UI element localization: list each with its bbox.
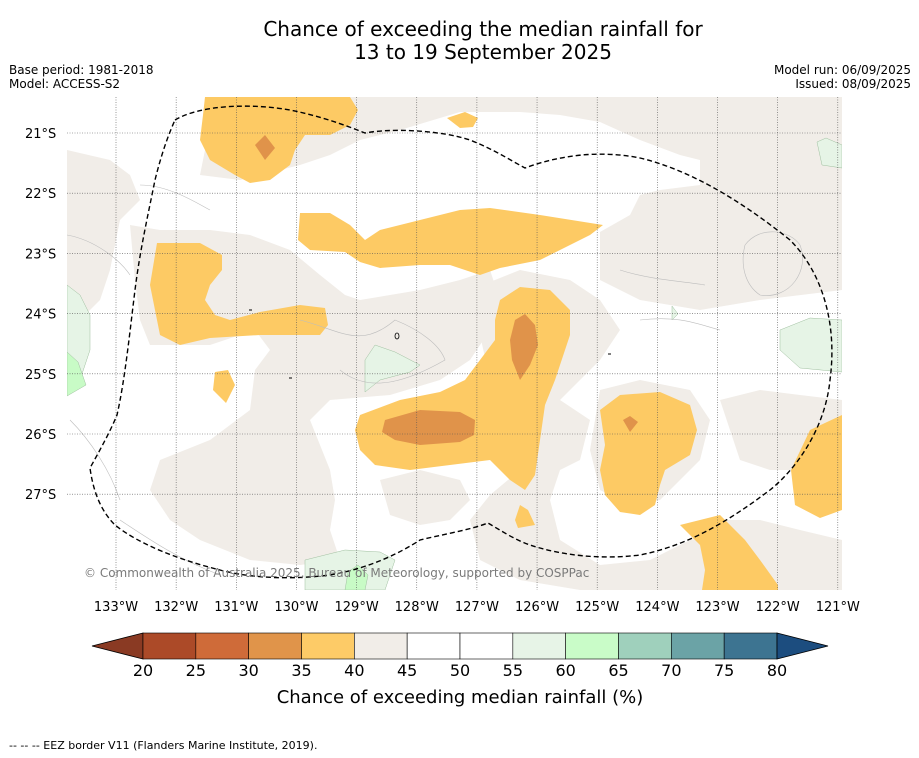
eez-footnote: -- -- -- EEZ border V11 (Flanders Marine…	[9, 739, 318, 752]
lat-label: 22°S	[25, 187, 56, 202]
colorbar-tick: 50	[450, 661, 470, 680]
lon-label: 125°W	[575, 600, 619, 615]
colorbar-tick: 80	[767, 661, 787, 680]
base-period-text: Base period: 1981-2018	[9, 63, 154, 77]
lon-label: 127°W	[455, 600, 499, 615]
colorbar-cells	[142, 632, 778, 660]
colorbar-tick: 75	[714, 661, 734, 680]
latitude-labels: 21°S 22°S 23°S 24°S 25°S 26°S 27°S	[25, 127, 56, 503]
colorbar-tick: 25	[186, 661, 206, 680]
issued-text: Issued: 08/09/2025	[795, 77, 911, 91]
colorbar-cell	[195, 632, 249, 660]
lon-label: 131°W	[214, 600, 258, 615]
model-text: Model: ACCESS-S2	[9, 77, 121, 91]
contour-lines	[67, 184, 803, 576]
title-line-2: 13 to 19 September 2025	[354, 40, 612, 64]
lon-label: 126°W	[515, 600, 559, 615]
lon-label: 129°W	[335, 600, 379, 615]
chart-title: Chance of exceeding the median rainfall …	[0, 18, 919, 64]
copyright-text: © Commonwealth of Australia 2025, Bureau…	[84, 566, 589, 580]
rainfall-map: © Commonwealth of Australia 2025, Bureau…	[25, 97, 860, 708]
lon-label: 133°W	[94, 600, 138, 615]
colorbar-cell	[565, 632, 619, 660]
model-run-text: Model run: 06/09/2025	[773, 63, 911, 77]
colorbar-cell	[301, 632, 355, 660]
colorbar-cell	[354, 632, 408, 660]
colorbar-tick: 60	[555, 661, 575, 680]
lat-label: 27°S	[25, 488, 56, 503]
lon-label: 128°W	[395, 600, 439, 615]
lat-label: 21°S	[25, 127, 56, 142]
lon-label: 123°W	[695, 600, 739, 615]
colorbar-tick: 20	[133, 661, 153, 680]
eez-border	[89, 105, 833, 579]
colorbar-cell	[512, 632, 566, 660]
colorbar-tick-labels: 20 25 30 35 40 45 50 55 60 65 70 75 80	[133, 661, 787, 680]
colorbar-cell	[618, 632, 672, 660]
run-info: Model run: 06/09/2025 Issued: 08/09/2025	[774, 63, 911, 91]
colorbar-cell	[671, 632, 725, 660]
lat-label: 25°S	[25, 368, 56, 383]
colorbar-tick: 45	[397, 661, 417, 680]
lat-label: 26°S	[25, 428, 56, 443]
colorbar-tick: 40	[344, 661, 364, 680]
map-fills: © Commonwealth of Australia 2025, Bureau…	[67, 97, 842, 590]
lon-label: 130°W	[274, 600, 318, 615]
colorbar-cell	[459, 632, 514, 660]
gridlines	[67, 97, 842, 590]
colorbar-under-arrow	[91, 632, 144, 660]
longitude-labels: 133°W 132°W 131°W 130°W 129°W 128°W 127°W 126°W…	[94, 600, 860, 615]
colorbar: 20 25 30 35 40 45 50 55 60 65 70 75 80 Chance of exc…	[91, 632, 829, 708]
colorbar-tick: 70	[661, 661, 681, 680]
colorbar-tick: 30	[238, 661, 258, 680]
colorbar-tick: 65	[608, 661, 628, 680]
title-line-1: Chance of exceeding the median rainfall …	[263, 17, 703, 41]
small-contour-marks	[249, 309, 611, 379]
colorbar-label: Chance of exceeding median rainfall (%)	[277, 687, 644, 708]
colorbar-cell	[142, 632, 197, 660]
lat-label: 23°S	[25, 247, 56, 262]
lat-label: 24°S	[25, 308, 56, 323]
lon-label: 132°W	[154, 600, 198, 615]
base-info: Base period: 1981-2018 Model: ACCESS-S2	[9, 63, 154, 91]
colorbar-tick: 55	[503, 661, 523, 680]
colorbar-tick: 35	[291, 661, 311, 680]
lon-label: 121°W	[816, 600, 860, 615]
colorbar-cell	[723, 632, 778, 660]
colorbar-cell	[406, 632, 461, 660]
lon-label: 124°W	[635, 600, 679, 615]
colorbar-cell	[248, 632, 302, 660]
colorbar-over-arrow	[776, 632, 829, 660]
lon-label: 122°W	[756, 600, 800, 615]
much-below-normal-regions	[255, 135, 638, 445]
